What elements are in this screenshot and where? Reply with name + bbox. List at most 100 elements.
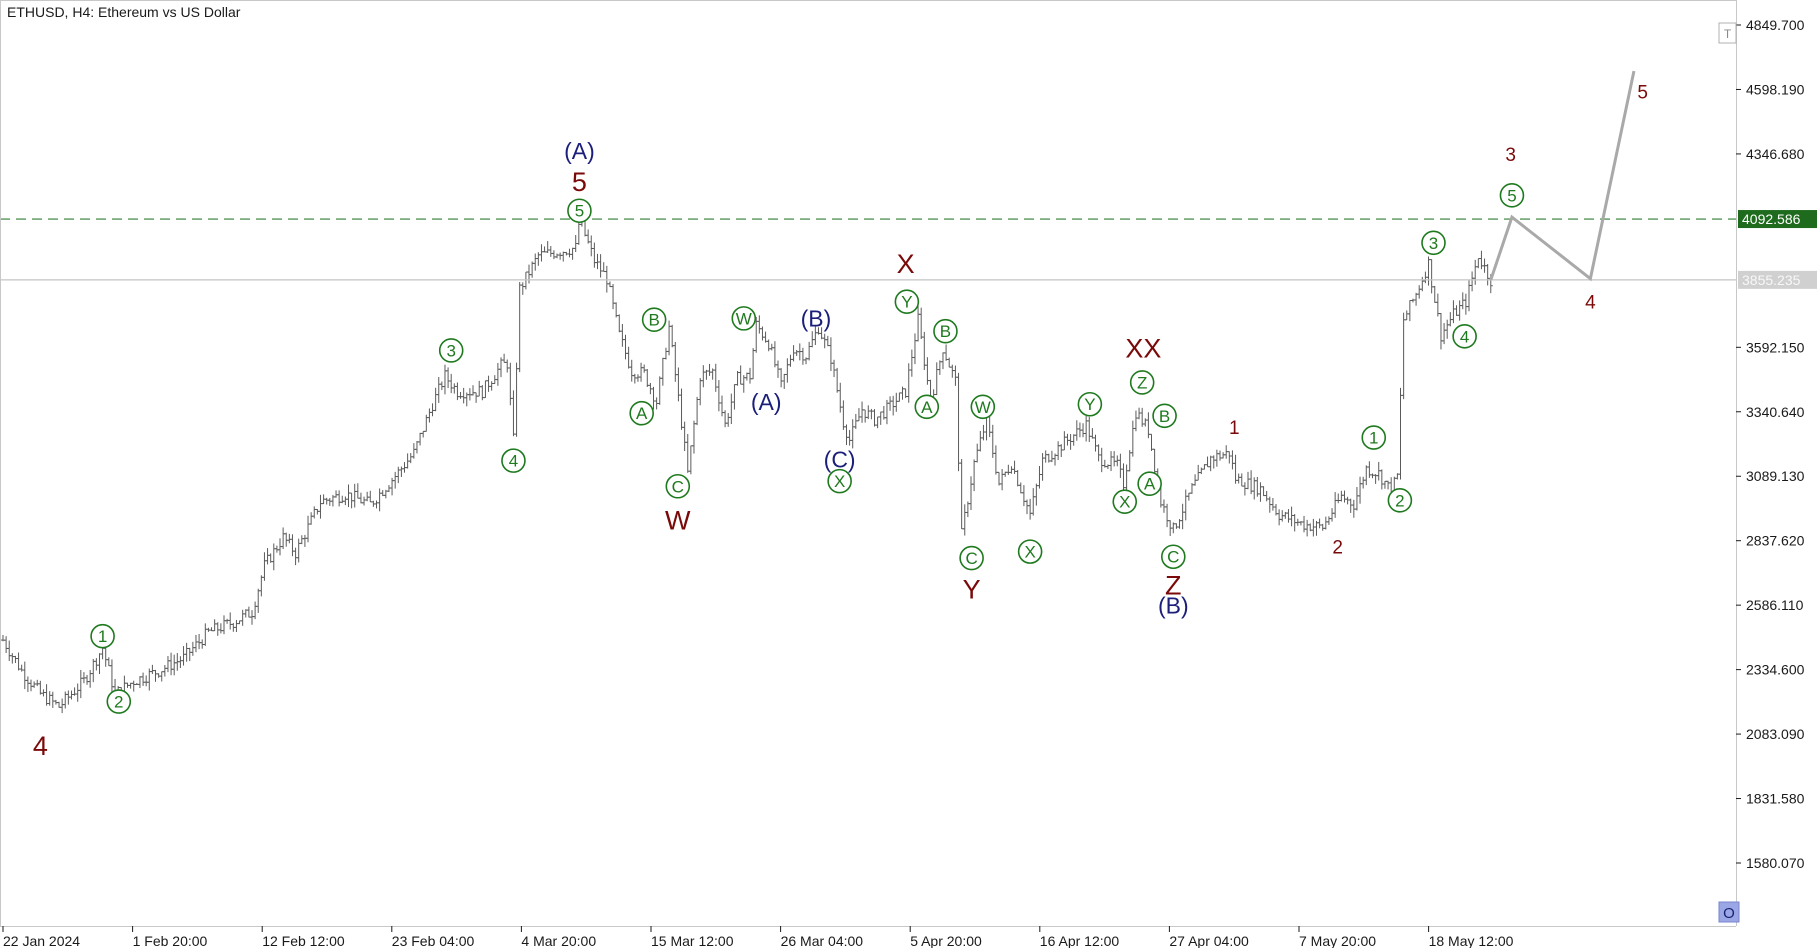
projection-line xyxy=(1489,70,1636,282)
wave-label-2: 2 xyxy=(1332,537,1343,558)
x-tick-label: 27 Apr 04:00 xyxy=(1169,933,1249,948)
wave-label-X: X xyxy=(1017,539,1043,564)
wave-circle xyxy=(1017,539,1043,564)
wave-circle xyxy=(641,307,667,332)
wave-label-Y: Y xyxy=(894,289,920,315)
x-tick-label: 5 Apr 20:00 xyxy=(910,933,982,948)
wave-label-Z: Z xyxy=(1129,370,1155,395)
wave-label-text: Z xyxy=(1165,571,1182,601)
wave-label-text: 5 xyxy=(572,167,587,197)
x-tick-label: 7 May 20:00 xyxy=(1299,933,1376,948)
price-badge-label: 3855.235 xyxy=(1742,272,1801,288)
wave-label-Y: Y xyxy=(1077,391,1103,417)
wave-label-text: X xyxy=(834,472,845,491)
wave-label-text: B xyxy=(940,322,951,341)
price-badge-bg xyxy=(1738,210,1817,229)
wave-label-C: C xyxy=(959,545,984,571)
wave-label-text: (C) xyxy=(824,447,856,473)
x-tick-label: 18 May 12:00 xyxy=(1429,933,1514,948)
wave-label-B: B xyxy=(641,307,667,332)
text-tool-icon: T xyxy=(1724,27,1732,41)
wave-label-C: C xyxy=(1161,544,1186,570)
wave-circle xyxy=(1112,489,1138,514)
wave-label-(A): (A) xyxy=(564,138,595,164)
x-tick-label: 23 Feb 04:00 xyxy=(392,933,475,948)
wave-label-XX: XX xyxy=(1125,334,1161,364)
wave-label-text: 2 xyxy=(114,693,123,712)
wave-label-text: A xyxy=(1144,475,1156,494)
wave-label-3: 3 xyxy=(1421,230,1446,256)
text-tool-frame xyxy=(1718,22,1737,44)
wave-label-text: X xyxy=(1024,543,1035,562)
wave-circle xyxy=(970,394,996,420)
wave-label-text: 5 xyxy=(575,202,584,221)
text-tool-button[interactable]: T xyxy=(1718,22,1737,44)
wave-circle xyxy=(501,448,526,473)
wave-label-2: 2 xyxy=(106,689,132,714)
y-tick-label: 2586.110 xyxy=(1746,597,1804,613)
wave-label-5: 5 xyxy=(567,198,592,224)
y-tick-label: 3592.150 xyxy=(1746,339,1805,355)
wave-label-(B): (B) xyxy=(1158,593,1189,619)
y-tick-label: 1580.070 xyxy=(1746,855,1805,871)
wave-label-text: 1 xyxy=(98,627,107,646)
wave-label-1: 1 xyxy=(1229,418,1240,439)
wave-label-text: 4 xyxy=(509,452,518,471)
wave-label-B: B xyxy=(1152,403,1177,429)
wave-label-text: W xyxy=(975,398,991,417)
wave-label-text: 2 xyxy=(1332,537,1343,558)
wave-label-B: B xyxy=(933,318,958,344)
wave-label-text: W xyxy=(736,309,752,328)
wave-label-(B): (B) xyxy=(801,306,832,332)
x-tick-label: 22 Jan 2024 xyxy=(3,933,80,948)
y-tick-label: 4598.190 xyxy=(1746,81,1805,97)
price-badge-bg xyxy=(1738,270,1817,289)
circle-tool-button[interactable]: O xyxy=(1718,901,1740,923)
wave-circle xyxy=(438,338,464,363)
wave-circle xyxy=(1161,544,1186,570)
wave-label-W: W xyxy=(731,306,757,331)
wave-circle xyxy=(1129,370,1155,395)
circle-tool-frame xyxy=(1718,901,1740,923)
wave-circle xyxy=(629,400,654,426)
price-badge-label: 4092.586 xyxy=(1742,211,1801,227)
wave-label-C: C xyxy=(665,473,691,499)
wave-label-1: 1 xyxy=(1361,425,1387,450)
y-tick-label: 3340.640 xyxy=(1746,404,1805,420)
x-tick-label: 15 Mar 12:00 xyxy=(651,933,734,948)
wave-circle xyxy=(567,198,592,224)
wave-label-text: B xyxy=(1159,407,1170,426)
wave-circle xyxy=(894,289,920,315)
wave-label-text: Y xyxy=(963,574,981,604)
wave-label-A: A xyxy=(914,394,940,420)
wave-label-5: 5 xyxy=(1637,82,1648,103)
wave-label-text: (B) xyxy=(1158,593,1189,619)
wave-label-4: 4 xyxy=(33,731,48,761)
wave-label-text: A xyxy=(921,398,933,417)
wave-label-A: A xyxy=(1137,471,1162,496)
wave-label-Y: Y xyxy=(963,574,981,604)
wave-label-text: 5 xyxy=(1637,82,1648,103)
wave-label-text: (A) xyxy=(751,389,782,415)
wave-circle xyxy=(1361,425,1387,450)
wave-label-X: X xyxy=(897,249,915,279)
wave-label-1: 1 xyxy=(90,623,115,649)
y-tick-label: 4346.680 xyxy=(1746,146,1805,162)
wave-label-W: W xyxy=(970,394,996,420)
wave-label-X: X xyxy=(827,468,852,494)
x-tick-label: 12 Feb 12:00 xyxy=(262,933,345,948)
wave-label-A: A xyxy=(629,400,654,426)
wave-circle xyxy=(959,545,984,571)
y-tick-label: 3089.130 xyxy=(1746,468,1805,484)
wave-label-text: X xyxy=(897,249,915,279)
wave-label-text: A xyxy=(636,404,648,423)
wave-label-text: C xyxy=(965,549,977,568)
wave-label-text: 5 xyxy=(1507,186,1516,205)
wave-label-3: 3 xyxy=(1505,145,1516,166)
wave-circle xyxy=(90,623,115,649)
wave-label-5: 5 xyxy=(572,167,587,197)
